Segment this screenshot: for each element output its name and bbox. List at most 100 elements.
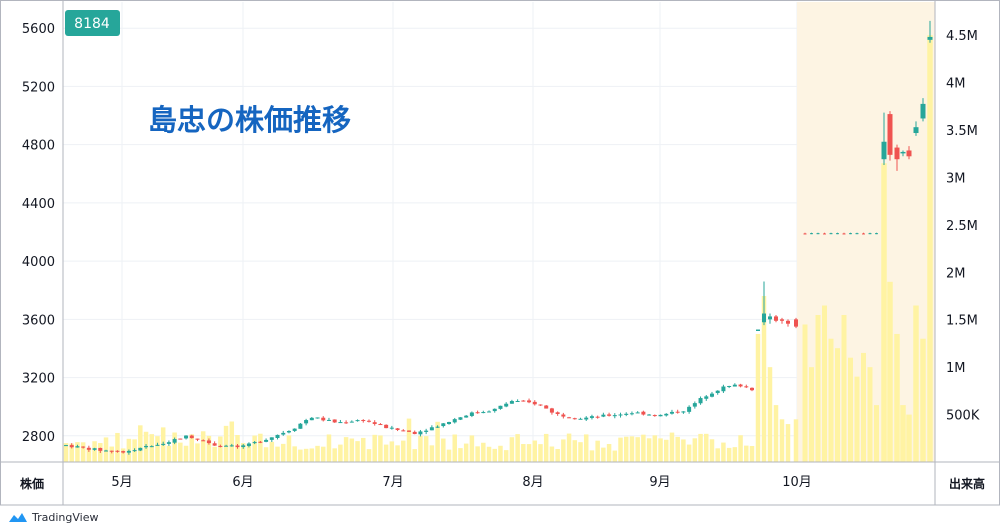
candle-body: [241, 445, 246, 448]
time-tick-label: 9月: [649, 475, 670, 490]
candle-body: [258, 441, 263, 443]
volume-bar: [721, 442, 726, 462]
candle-body: [786, 320, 790, 324]
volume-bar: [223, 425, 229, 462]
candle-body: [538, 404, 543, 406]
volume-bar: [92, 441, 97, 462]
candle-body: [732, 384, 737, 387]
volume-bar: [86, 448, 92, 462]
candle-body: [292, 428, 297, 431]
volume-bar: [372, 434, 377, 462]
volume-bar: [854, 376, 860, 462]
candle-body: [166, 442, 171, 444]
brand-name: TradingView: [32, 510, 99, 524]
volume-bar: [189, 434, 195, 462]
volume-bar: [286, 435, 292, 462]
volume-bar: [240, 443, 246, 462]
volume-bar: [458, 448, 463, 462]
candle-body: [618, 414, 623, 416]
symbol-badge[interactable]: [65, 10, 120, 36]
candle-body: [407, 430, 411, 432]
volume-bar: [658, 438, 663, 462]
price-tick-label: 5200: [22, 80, 55, 95]
candle-body: [286, 431, 291, 433]
candle-body: [321, 417, 326, 421]
candle-body: [304, 420, 309, 424]
price-axis-title: 株価: [20, 476, 44, 491]
volume-bar: [755, 333, 761, 462]
candle-body: [709, 393, 714, 397]
volume-bar: [435, 421, 440, 462]
candle-body: [178, 438, 183, 440]
candle-body: [521, 400, 526, 402]
volume-bar: [906, 414, 912, 462]
time-tick-label: 7月: [382, 475, 403, 490]
volume-bar: [195, 443, 200, 462]
candle-body: [69, 445, 74, 448]
candle-body: [126, 450, 131, 453]
tradingview-logo-icon: [9, 513, 27, 522]
candle-body: [269, 437, 274, 440]
candle-body: [829, 233, 833, 235]
candle-body: [92, 448, 97, 450]
candle-body: [641, 411, 646, 415]
volume-bar: [601, 447, 606, 462]
candle-body: [572, 418, 577, 420]
volume-bar: [749, 445, 755, 462]
candle-body: [762, 313, 766, 323]
volume-bar: [269, 441, 275, 462]
volume-bar: [828, 338, 834, 462]
volume-bar: [406, 418, 412, 462]
volume-bar: [280, 443, 286, 462]
volume-bar: [848, 357, 853, 462]
volume-bar: [809, 367, 814, 462]
volume-bar: [566, 433, 572, 462]
volume-bar: [401, 440, 406, 462]
volume-bar: [709, 439, 715, 462]
candle-body: [469, 412, 474, 416]
candle-body: [189, 435, 194, 439]
volume-bar: [698, 433, 703, 462]
candle-body: [218, 445, 223, 447]
candle-body: [281, 432, 286, 435]
candle-body: [246, 443, 251, 446]
candle-body: [504, 403, 509, 407]
time-tick-label: 5月: [111, 475, 132, 490]
volume-bar: [927, 35, 933, 463]
volume-bar: [572, 440, 578, 462]
volume-bar: [80, 442, 86, 462]
candle-body: [184, 435, 189, 439]
price-tick-label: 2800: [22, 430, 55, 445]
candle-body: [624, 413, 629, 415]
volume-bar: [822, 305, 827, 462]
volume-bar: [492, 448, 497, 462]
candle-series: [64, 20, 933, 455]
volume-bar: [555, 449, 560, 462]
volume-bar: [841, 314, 847, 462]
candle-body: [315, 417, 320, 419]
candle-body: [698, 398, 703, 404]
volume-bar: [692, 438, 698, 462]
candle-body: [664, 413, 669, 416]
volume-bar: [815, 314, 821, 462]
candle-body: [115, 450, 120, 452]
candle-body: [868, 233, 872, 235]
volume-bar: [526, 444, 532, 462]
candle-body: [803, 233, 807, 235]
volume-bar: [212, 446, 217, 462]
volume-bar: [835, 348, 840, 462]
volume-bar: [681, 439, 686, 462]
candle-body: [756, 329, 760, 331]
candle-body: [452, 419, 457, 423]
volume-bar: [326, 434, 332, 462]
volume-bar: [726, 447, 732, 462]
candle-body: [578, 418, 583, 420]
candle-body: [326, 419, 331, 421]
price-tick-label: 3600: [22, 313, 55, 328]
volume-bar: [641, 434, 646, 462]
candle-body: [555, 412, 560, 414]
volume-bar: [258, 433, 263, 462]
candle-body: [738, 384, 743, 387]
brand[interactable]: TradingView: [8, 508, 98, 526]
volume-bar: [732, 447, 738, 462]
